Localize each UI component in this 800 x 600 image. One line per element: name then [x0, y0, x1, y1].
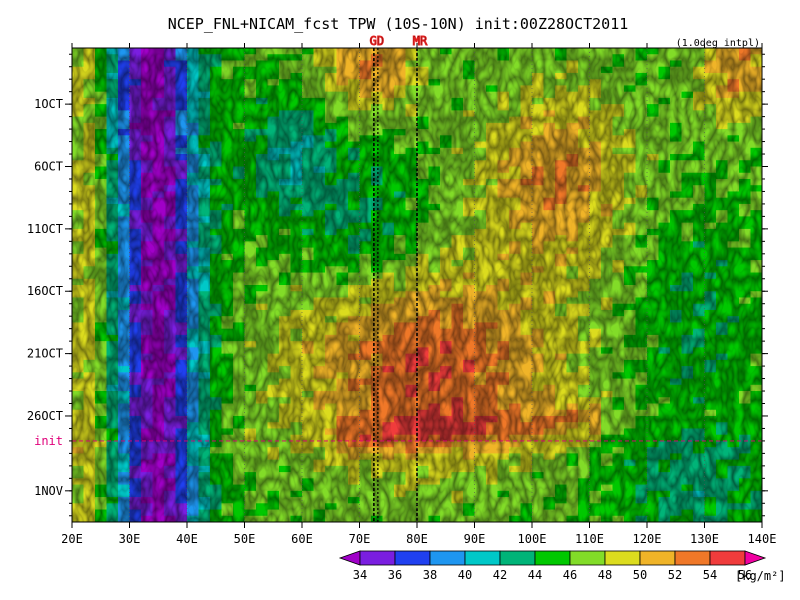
- x-tick-label: 20E: [61, 532, 83, 546]
- colorbar-swatch: [359, 550, 396, 566]
- x-tick-label: 100E: [518, 532, 547, 546]
- colorbar-level-label: 36: [388, 568, 402, 582]
- y-tick-label: 1OCT: [34, 97, 63, 111]
- colorbar-swatch: [709, 550, 746, 566]
- x-tick-label: 130E: [690, 532, 719, 546]
- site-label-gd: GD: [370, 34, 384, 48]
- colorbar-swatch: [674, 550, 711, 566]
- colorbar-level-label: 48: [598, 568, 612, 582]
- colorbar-level-label: 42: [493, 568, 507, 582]
- colorbar-level-label: 46: [563, 568, 577, 582]
- colorbar-level-label: 44: [528, 568, 542, 582]
- colorbar-level-label: 56: [738, 568, 752, 582]
- interpolation-note: (1.0deg intpl): [676, 38, 760, 49]
- axes: 20E 30E 40E 50E 60E 70E 80E 90E 100E 110E 120E 130E…: [27, 43, 777, 546]
- y-tick-label: 6OCT: [34, 160, 63, 174]
- y-tick-label: 16OCT: [27, 284, 63, 298]
- colorbar-unit: [kg/m²]: [735, 569, 786, 583]
- x-tick-label: 80E: [406, 532, 428, 546]
- colorbar-level-label: 40: [458, 568, 472, 582]
- init-label: init: [34, 434, 63, 448]
- colorbar-swatch: [464, 550, 501, 566]
- y-tick-label: 11OCT: [27, 222, 63, 236]
- x-tick-label: 30E: [119, 532, 141, 546]
- colorbar-level-label: 52: [668, 568, 682, 582]
- x-tick-label: 120E: [633, 532, 662, 546]
- x-tick-label: 40E: [176, 532, 198, 546]
- colorbar-swatch: [604, 550, 641, 566]
- colorbar-swatch: [639, 550, 676, 566]
- colorbar-level-label: 38: [423, 568, 437, 582]
- colorbar: 34 36 38 40 42 44 46 48 50 52 54 56: [338, 550, 767, 582]
- site-label-mr: MR: [413, 34, 428, 48]
- x-tick-label: 60E: [291, 532, 313, 546]
- colorbar-swatch: [394, 550, 431, 566]
- y-tick-label: 26OCT: [27, 409, 63, 423]
- x-tick-label: 90E: [464, 532, 486, 546]
- chart-title: NCEP_FNL+NICAM_fcst TPW (10S-10N) init:0…: [168, 15, 629, 33]
- colorbar-level-label: 54: [703, 568, 717, 582]
- colorbar-swatch: [534, 550, 571, 566]
- colorbar-min-arrow: [338, 550, 361, 566]
- colorbar-level-label: 50: [633, 568, 647, 582]
- colorbar-swatch: [499, 550, 536, 566]
- x-tick-label: 110E: [575, 532, 604, 546]
- colorbar-swatch: [429, 550, 466, 566]
- colorbar-level-label: 34: [353, 568, 367, 582]
- y-tick-label: 21OCT: [27, 347, 63, 361]
- x-tick-label: 50E: [234, 532, 256, 546]
- x-tick-label: 70E: [349, 532, 371, 546]
- x-tick-label: 140E: [748, 532, 777, 546]
- colorbar-max-arrow: [744, 550, 767, 566]
- colorbar-swatch: [569, 550, 606, 566]
- y-tick-label: 1NOV: [34, 484, 63, 498]
